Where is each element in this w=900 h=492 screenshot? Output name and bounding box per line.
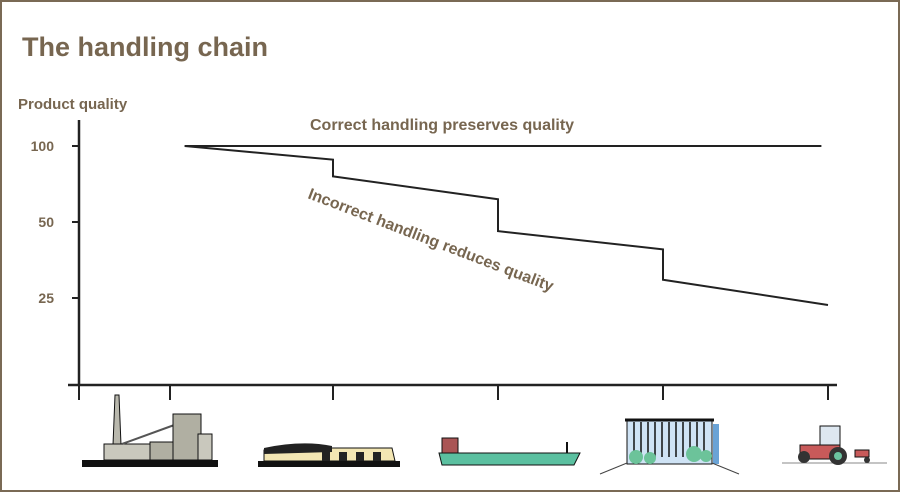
page-title: The handling chain [22, 32, 269, 62]
tractor-icon [782, 425, 887, 465]
office-building-icon [599, 418, 740, 475]
factory-icon [82, 394, 218, 467]
y-tick-label: 25 [38, 290, 54, 306]
warehouse-icon [258, 443, 400, 467]
series-label-incorrect: Incorrect handling reduces quality [306, 186, 556, 296]
y-axis-label: Product quality [18, 96, 128, 113]
series-line-incorrect [184, 145, 829, 306]
ship-icon [438, 437, 581, 466]
series-label-correct: Correct handling preserves quality [310, 117, 574, 134]
y-tick-label: 100 [31, 138, 55, 154]
y-tick-label: 50 [38, 214, 54, 230]
